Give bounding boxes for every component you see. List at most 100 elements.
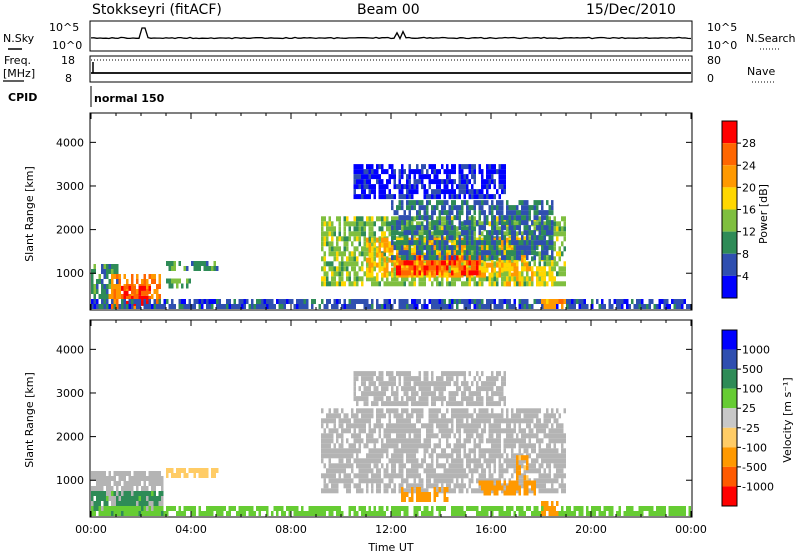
vel-cell [141, 511, 144, 516]
vel-cell [513, 458, 516, 464]
vel-cell [171, 473, 174, 478]
vel-cell [493, 418, 496, 424]
power-cell [498, 205, 501, 211]
vel-cell [441, 448, 444, 454]
power-cell [468, 299, 471, 304]
vel-cell [148, 506, 151, 511]
vel-cell [251, 506, 254, 511]
colorbar-segment [722, 187, 737, 210]
vel-cell [473, 418, 476, 424]
power-cell [153, 289, 156, 294]
vel-cell [478, 413, 481, 419]
power-cell [141, 279, 144, 284]
vel-cell [328, 413, 331, 419]
vel-cell [526, 468, 529, 474]
power-cell [503, 266, 506, 272]
power-cell [513, 205, 516, 211]
power-cell [343, 241, 346, 247]
power-cell [371, 299, 374, 304]
power-cell [501, 215, 504, 221]
power-cell [206, 299, 209, 304]
vel-cell [173, 473, 176, 478]
power-cell [251, 304, 254, 309]
vel-cell [441, 428, 444, 434]
vel-cell [471, 448, 474, 454]
power-cell [356, 231, 359, 237]
power-cell [506, 205, 509, 211]
vel-cell [461, 511, 464, 516]
power-cell [433, 265, 436, 271]
vel-cell [441, 433, 444, 439]
power-cell [351, 241, 354, 247]
vel-cell [661, 506, 664, 511]
power-cell [518, 255, 521, 261]
power-cell [168, 266, 171, 271]
power-cell [516, 271, 519, 277]
power-cell [448, 266, 451, 272]
power-cell [468, 235, 471, 241]
power-cell [468, 179, 471, 185]
power-cell [341, 276, 344, 282]
power-cell [156, 284, 159, 289]
vel-cell [443, 433, 446, 439]
vel-cell [326, 433, 329, 439]
power-cell [366, 299, 369, 304]
vel-cell [561, 468, 564, 474]
power-cell [111, 294, 114, 299]
power-cell [108, 304, 111, 309]
power-cell [468, 304, 471, 309]
vel-cell [558, 511, 561, 516]
vel-cell [521, 511, 524, 516]
vel-cell [498, 438, 501, 444]
power-cell [506, 255, 509, 261]
vel-cell [466, 488, 469, 494]
vel-cell [413, 473, 416, 479]
power-cell [496, 210, 499, 216]
power-cell [513, 225, 516, 231]
power-cell [448, 169, 451, 175]
vel-cell [353, 418, 356, 424]
vel-cell [243, 511, 246, 516]
power-cell [533, 255, 536, 261]
power-cell [421, 221, 424, 227]
power-cell [513, 255, 516, 261]
vel-cell [396, 418, 399, 424]
vel-cell [386, 423, 389, 429]
vel-cell [573, 506, 576, 511]
power-cell [513, 299, 516, 304]
power-cell [513, 250, 516, 256]
vel-cell [458, 438, 461, 444]
vel-cell [548, 438, 551, 444]
vel-cell [533, 463, 536, 469]
power-cell [636, 304, 639, 309]
vel-cell [426, 448, 429, 454]
power-cell [498, 164, 501, 170]
power-cell [446, 271, 449, 277]
power-cell [323, 221, 326, 227]
power-cell [526, 235, 529, 241]
vel-cell [508, 428, 511, 434]
vel-cell [361, 418, 364, 424]
power-cell [381, 261, 384, 267]
vel-cell [133, 506, 136, 511]
vel-cell [353, 428, 356, 434]
vel-cell [321, 423, 324, 429]
power-cell [546, 245, 549, 251]
power-cell [358, 241, 361, 247]
power-cell [506, 276, 509, 282]
power-cell [328, 251, 331, 257]
power-cell [341, 266, 344, 272]
vel-cell [518, 511, 521, 516]
power-cell [228, 304, 231, 309]
power-cell [108, 284, 111, 289]
power-cell [536, 225, 539, 231]
vel-cell [431, 463, 434, 469]
power-cell [451, 200, 454, 206]
colorbar-tick-label: 12 [742, 226, 756, 239]
power-cell [346, 221, 349, 227]
power-cell [433, 210, 436, 216]
vel-cell [518, 408, 521, 414]
power-cell [416, 164, 419, 170]
vel-cell [493, 463, 496, 469]
vel-cell [548, 468, 551, 474]
